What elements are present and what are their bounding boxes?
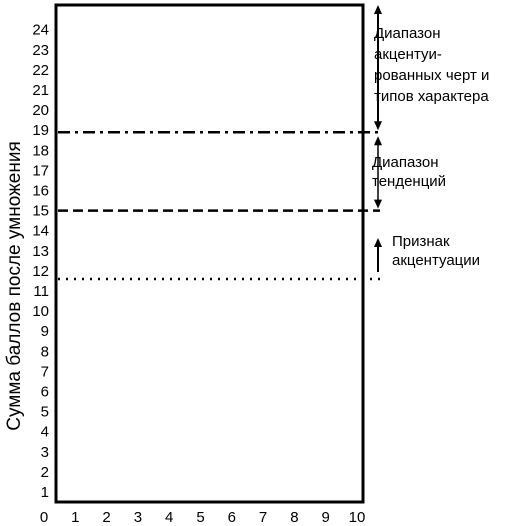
y-tick-label: 3	[41, 444, 49, 461]
range-label: акцентуи-	[374, 46, 442, 63]
range-label: акцентуации	[392, 252, 480, 269]
y-tick-label: 22	[32, 62, 49, 79]
y-tick-label: 2	[41, 464, 49, 481]
x-tick-label: 9	[322, 509, 330, 526]
range-arrow-head	[374, 136, 382, 146]
range-arrow-head	[374, 121, 382, 131]
y-tick-label: 17	[32, 162, 49, 179]
range-label: рованных черт и	[374, 67, 489, 84]
range-label: Диапазон	[372, 154, 439, 171]
range-label: типов характера	[374, 88, 489, 105]
range-arrow-head	[374, 5, 382, 14]
y-tick-label: 24	[32, 22, 49, 39]
y-tick-label: 21	[32, 82, 49, 99]
x-tick-label: 1	[71, 509, 79, 526]
y-axis-label: Сумма баллов после умножения	[4, 141, 25, 430]
range-arrow-head	[374, 238, 382, 247]
range-arrow-head	[374, 199, 382, 209]
x-tick-label: 0	[40, 509, 48, 526]
y-tick-label: 19	[32, 122, 49, 139]
range-label: тенденций	[372, 173, 446, 190]
y-tick-label: 8	[41, 343, 49, 360]
plot-frame	[54, 3, 365, 504]
x-tick-label: 7	[259, 509, 267, 526]
y-tick-label: 11	[33, 283, 49, 300]
y-tick-label: 9	[41, 323, 49, 340]
x-tick-label: 8	[290, 509, 298, 526]
y-tick-label: 14	[32, 223, 49, 240]
y-tick-label: 15	[32, 203, 49, 220]
x-tick-label: 3	[134, 509, 142, 526]
x-tick-label: 6	[228, 509, 236, 526]
range-label: Признак	[392, 233, 450, 250]
y-tick-label: 12	[32, 263, 49, 280]
y-tick-label: 10	[32, 303, 49, 320]
y-tick-label: 23	[32, 42, 49, 59]
y-tick-label: 13	[32, 243, 49, 260]
x-tick-label: 10	[349, 509, 366, 526]
y-tick-label: 4	[41, 424, 49, 441]
y-tick-label: 7	[41, 363, 49, 380]
y-tick-label: 5	[41, 404, 49, 421]
range-label: Диапазон	[374, 25, 441, 42]
y-tick-label: 18	[32, 142, 49, 159]
y-tick-label: 1	[41, 484, 49, 501]
y-tick-label: 20	[32, 102, 49, 119]
x-tick-label: 2	[102, 509, 110, 526]
x-tick-label: 5	[196, 509, 204, 526]
x-tick-label: 4	[165, 509, 173, 526]
y-tick-label: 16	[32, 183, 49, 200]
y-tick-label: 6	[41, 384, 49, 401]
